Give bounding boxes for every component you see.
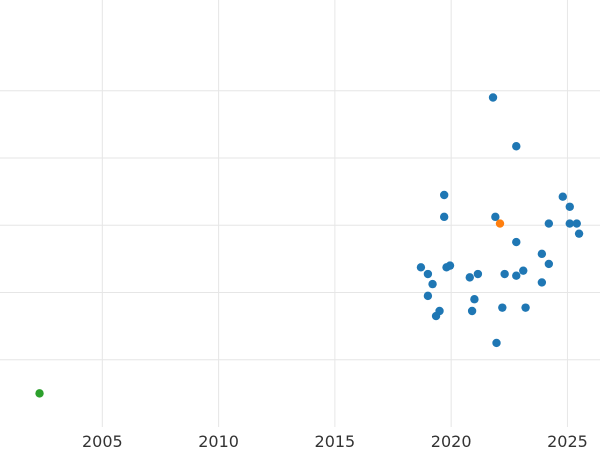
data-point bbox=[544, 259, 554, 269]
data-point bbox=[558, 192, 567, 201]
data-point bbox=[416, 263, 426, 272]
data-point bbox=[521, 303, 530, 312]
data-point bbox=[431, 311, 441, 321]
x-tick-label: 2005 bbox=[82, 432, 123, 450]
data-point bbox=[492, 338, 501, 348]
data-point bbox=[35, 389, 44, 398]
data-point bbox=[428, 279, 437, 289]
data-point bbox=[565, 202, 574, 211]
data-point bbox=[488, 93, 498, 102]
data-point bbox=[512, 142, 521, 151]
data-point bbox=[544, 219, 554, 228]
data-point bbox=[465, 273, 474, 282]
data-point bbox=[439, 212, 449, 222]
data-point bbox=[470, 295, 479, 304]
data-point bbox=[512, 271, 521, 280]
x-tick-label: 2010 bbox=[198, 432, 239, 450]
data-point bbox=[495, 219, 505, 228]
grid-layer bbox=[0, 0, 600, 427]
x-tick-label: 2015 bbox=[315, 432, 356, 450]
tick-label-layer: 2005 2010 2015 2020 2025 bbox=[82, 432, 588, 450]
data-point bbox=[491, 212, 500, 222]
points-layer bbox=[35, 93, 584, 398]
data-point bbox=[473, 269, 483, 279]
data-point bbox=[445, 261, 455, 270]
data-point bbox=[519, 266, 528, 275]
data-point bbox=[565, 219, 574, 228]
data-point bbox=[537, 278, 547, 287]
data-point bbox=[467, 306, 477, 316]
data-point bbox=[572, 219, 581, 228]
data-point bbox=[439, 190, 449, 200]
data-point bbox=[574, 229, 584, 238]
data-point bbox=[423, 269, 433, 279]
data-point bbox=[537, 249, 547, 259]
data-point bbox=[498, 303, 507, 312]
x-tick-label: 2025 bbox=[547, 432, 588, 450]
data-point bbox=[512, 237, 521, 247]
data-point bbox=[423, 291, 433, 301]
data-point bbox=[500, 269, 509, 279]
x-tick-label: 2020 bbox=[431, 432, 472, 450]
